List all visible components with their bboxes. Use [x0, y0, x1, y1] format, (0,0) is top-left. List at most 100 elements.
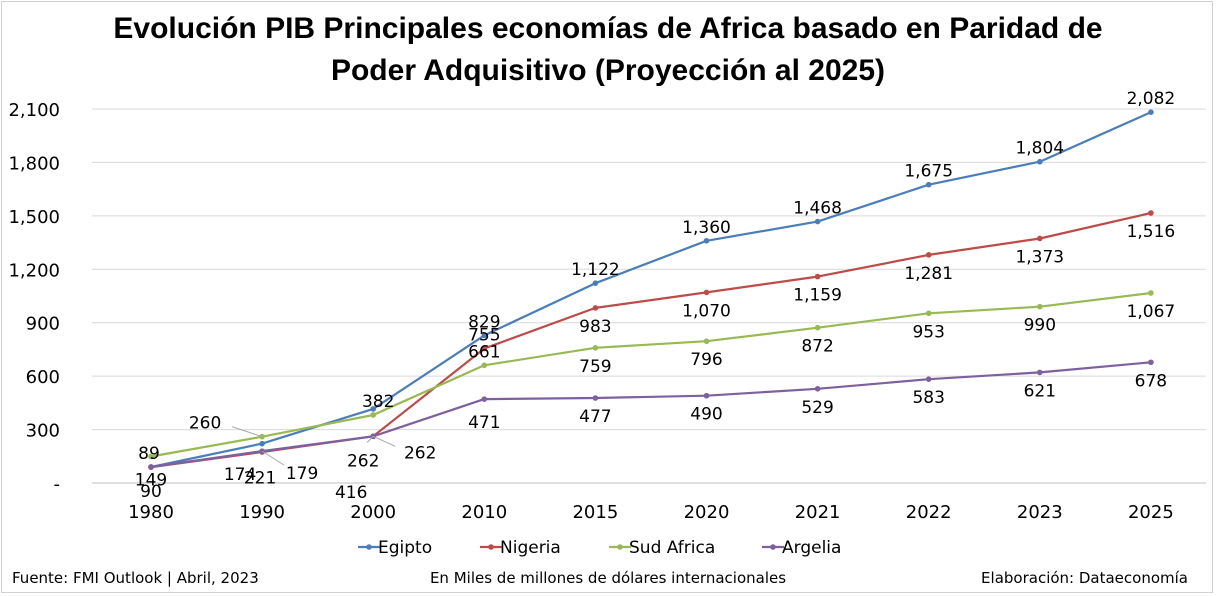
- x-tick-label: 2021: [795, 502, 841, 523]
- data-label-argelia: 621: [1024, 381, 1056, 401]
- y-tick-label: 600: [26, 367, 60, 388]
- data-label-argelia: 490: [690, 405, 722, 425]
- data-label-egipto: 1,122: [571, 260, 620, 280]
- point-egipto: [703, 237, 710, 244]
- leader-line: [372, 435, 396, 447]
- point-nigeria: [481, 345, 488, 352]
- data-labels: 90 221 416 829 1,122 1,360 1,468 1,675 1,804 2,08…: [135, 89, 1175, 503]
- source-note: Fuente: FMI Outlook | Abril, 2023: [12, 569, 259, 587]
- point-argelia: [1037, 369, 1043, 376]
- data-label-egipto: 1,468: [793, 199, 842, 219]
- legend: Egipto Nigeria Sud Africa Argelia: [358, 538, 841, 558]
- data-label-sud-africa: 661: [468, 342, 500, 362]
- point-egipto: [1037, 158, 1043, 165]
- point-argelia: [925, 376, 932, 382]
- y-axis: - 300 600 900 1,200 1,500 1,800 2,100: [8, 100, 60, 495]
- chart-title-line-2: Poder Adquisitivo (Proyección al 2025): [330, 54, 886, 87]
- point-sud-africa: [1037, 303, 1043, 310]
- series-lines: [148, 109, 1154, 470]
- legend-marker-argelia: [770, 544, 776, 550]
- point-sud-africa: [814, 324, 821, 331]
- x-tick-label: 1980: [128, 502, 174, 523]
- credit-note: Elaboración: Dataeconomía: [981, 569, 1188, 587]
- data-label-sud-africa: 872: [801, 337, 833, 357]
- data-label-argelia: 678: [1135, 371, 1167, 391]
- legend-label-sud-africa: Sud Africa: [629, 538, 715, 558]
- data-label-egipto: 90: [140, 482, 162, 502]
- data-label-argelia: 179: [286, 464, 318, 484]
- series-line-argelia: [150, 361, 1151, 469]
- x-tick-label: 2000: [350, 502, 396, 523]
- leader-line: [261, 450, 285, 466]
- legend-label-egipto: Egipto: [378, 538, 432, 558]
- point-sud-africa: [1148, 290, 1154, 296]
- point-nigeria: [814, 273, 821, 280]
- data-label-nigeria: 262: [347, 451, 379, 471]
- data-label-sud-africa: 1,067: [1127, 302, 1176, 322]
- point-argelia: [148, 464, 154, 470]
- data-label-sud-africa: 260: [189, 414, 221, 434]
- x-axis: 1980 1990 2000 2010 2015 2020 2021 2022 2023 2025: [128, 502, 1174, 523]
- data-label-argelia: 262: [404, 443, 436, 463]
- point-sud-africa: [703, 338, 710, 345]
- data-label-egipto: 221: [244, 469, 276, 489]
- point-nigeria: [925, 252, 932, 258]
- y-tick-label: -: [54, 474, 61, 495]
- x-tick-label: 2022: [906, 502, 952, 523]
- units-note: En Miles de millones de dólares internac…: [429, 569, 787, 587]
- x-tick-label: 2010: [461, 502, 507, 523]
- data-label-nigeria: 983: [579, 317, 611, 337]
- x-tick-label: 1990: [239, 502, 285, 523]
- point-argelia: [814, 385, 821, 392]
- legend-item-nigeria: Nigeria: [480, 538, 561, 558]
- data-label-nigeria: 755: [468, 326, 500, 346]
- point-sud-africa: [925, 310, 932, 317]
- y-tick-label: 1,200: [8, 260, 60, 281]
- data-label-egipto: 2,082: [1127, 89, 1176, 109]
- y-tick-label: 1,500: [8, 207, 60, 228]
- data-label-nigeria: 174: [224, 465, 256, 485]
- x-tick-label: 2023: [1017, 502, 1063, 523]
- legend-label-argelia: Argelia: [782, 538, 841, 558]
- data-label-nigeria: 1,281: [904, 264, 953, 284]
- gridlines: [92, 108, 1206, 484]
- data-label-argelia: 477: [579, 407, 611, 427]
- x-tick-label: 2025: [1128, 502, 1174, 523]
- data-label-nigeria: 1,070: [682, 301, 731, 321]
- data-label-egipto: 416: [335, 483, 367, 503]
- point-nigeria: [592, 305, 599, 311]
- data-label-sud-africa: 990: [1024, 316, 1056, 336]
- point-egipto: [370, 406, 377, 412]
- leader-line: [231, 426, 263, 438]
- point-nigeria: [1148, 210, 1154, 216]
- x-tick-label: 2020: [684, 502, 730, 523]
- data-label-argelia: 529: [801, 398, 833, 418]
- data-label-egipto: 1,360: [682, 218, 731, 238]
- legend-marker-egipto: [366, 544, 372, 550]
- point-argelia: [1148, 359, 1154, 366]
- data-label-egipto: 1,804: [1015, 139, 1064, 159]
- data-label-egipto: 829: [468, 312, 500, 332]
- point-egipto: [1148, 109, 1154, 116]
- point-nigeria: [1037, 235, 1043, 242]
- y-tick-label: 900: [26, 314, 60, 335]
- legend-item-argelia: Argelia: [762, 538, 841, 558]
- point-sud-africa: [148, 453, 154, 460]
- point-sud-africa: [259, 433, 265, 440]
- data-label-nigeria: 1,516: [1127, 222, 1176, 242]
- data-label-sud-africa: 796: [690, 350, 722, 370]
- point-sud-africa: [592, 345, 599, 351]
- point-argelia: [592, 395, 599, 401]
- legend-item-egipto: Egipto: [358, 538, 432, 558]
- point-egipto: [259, 440, 265, 447]
- chart-title: Evolución PIB Principales economías de A…: [0, 8, 1216, 92]
- data-label-sud-africa: 382: [362, 392, 394, 412]
- data-label-nigeria: 1,373: [1015, 247, 1064, 267]
- point-egipto: [925, 181, 932, 188]
- data-label-egipto: 1,675: [904, 162, 953, 182]
- data-label-sud-africa: 149: [135, 470, 167, 490]
- point-sud-africa: [370, 412, 377, 418]
- data-label-argelia: 583: [912, 388, 944, 408]
